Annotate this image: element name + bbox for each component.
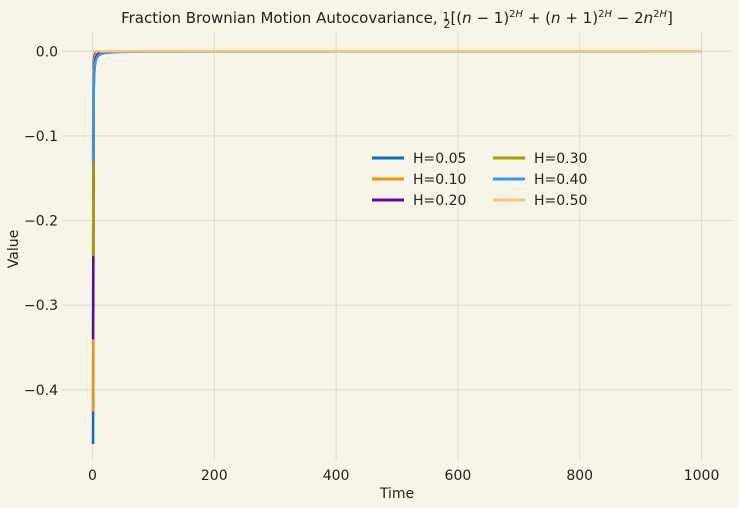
x-tick-label: 600 [445, 468, 472, 484]
x-tick-label: 200 [201, 468, 228, 484]
x-tick-label: 400 [323, 468, 350, 484]
y-axis-ticks: 0.0 −0.1 −0.2 −0.3 −0.4 [24, 44, 58, 398]
legend-label: H=0.50 [534, 193, 587, 209]
x-axis-label: Time [379, 486, 414, 502]
x-tick-label: 0 [88, 468, 97, 484]
series-lines [91, 50, 703, 445]
legend: H=0.05 H=0.10 H=0.20 H=0.30 H=0.40 H=0.50 [372, 151, 587, 209]
legend-label: H=0.05 [413, 151, 466, 167]
x-tick-label: 800 [566, 468, 593, 484]
legend-label: H=0.30 [534, 151, 587, 167]
y-tick-label: −0.1 [24, 129, 58, 145]
y-tick-label: −0.4 [24, 383, 58, 399]
x-tick-label: 1000 [684, 468, 720, 484]
x-axis-ticks: 0 200 400 600 800 1000 [88, 468, 719, 484]
y-tick-label: 0.0 [36, 44, 58, 60]
legend-label: H=0.20 [413, 193, 466, 209]
y-tick-label: −0.2 [24, 214, 58, 230]
chart-title: Fraction Brownian Motion Autocovariance,… [121, 9, 673, 31]
legend-label: H=0.40 [534, 172, 587, 188]
y-tick-label: −0.3 [24, 298, 58, 314]
legend-label: H=0.10 [413, 172, 466, 188]
y-axis-label: Value [6, 230, 22, 268]
